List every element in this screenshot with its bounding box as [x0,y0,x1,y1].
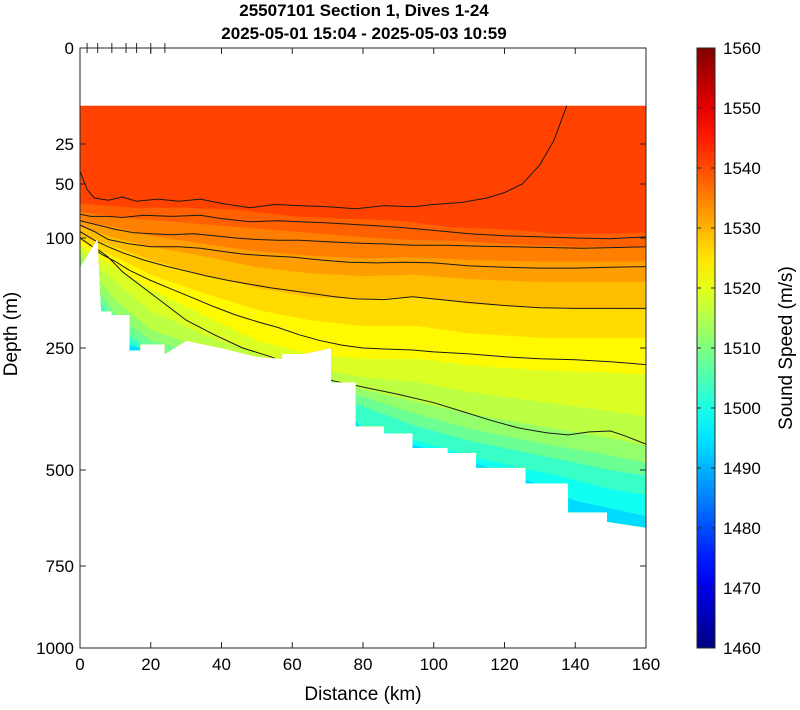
x-tick-label-20: 20 [141,655,160,674]
colorbar-tick-label-1500: 1500 [723,399,761,418]
y-axis-ticks: 0 25 50 100 250 500 750 1000 [36,39,646,658]
x-tick-label-0: 0 [75,655,84,674]
colorbar-tick-label-1550: 1550 [723,99,761,118]
colorbar-tick-label-1490: 1490 [723,459,761,478]
y-tick-label-500: 500 [46,461,74,480]
colorbar-gradient [697,48,715,648]
x-tick-label-120: 120 [490,655,518,674]
y-tick-label-0: 0 [65,39,74,58]
x-tick-label-40: 40 [212,655,231,674]
contour-line-0 [80,105,569,210]
colorbar-tick-label-1530: 1530 [723,219,761,238]
contour-line-3 [80,224,646,269]
colorbar-tick-label-1540: 1540 [723,159,761,178]
colorbar-tick-label-1460: 1460 [723,639,761,658]
colorbar-frame [696,47,716,649]
y-tick-label-750: 750 [46,557,74,576]
colorbar-label: Sound Speed (m/s) [776,266,797,430]
colorbar-tick-label-1510: 1510 [723,339,761,358]
y-tick-label-50: 50 [55,175,74,194]
x-axis-label: Distance (km) [304,684,421,705]
y-tick-label-1000: 1000 [36,639,74,658]
chart-title: 25507101 Section 1, Dives 1-24 [239,1,489,20]
y-tick-label-100: 100 [46,229,74,248]
x-tick-label-100: 100 [420,655,448,674]
colorbar-ticks: 1460 1470 1480 1490 1500 1510 1520 1530 1540 1550… [697,39,761,658]
x-axis-ticks: 0 20 40 60 80 100 120 140 160 [75,48,660,674]
contour-line-4 [80,231,646,309]
chart-subtitle: 2025-05-01 15:04 - 2025-05-03 10:59 [221,24,506,43]
x-tick-label-160: 160 [632,655,660,674]
colorbar-tick-label-1560: 1560 [723,39,761,58]
x-tick-label-60: 60 [283,655,302,674]
colorbar-tick-label-1480: 1480 [723,519,761,538]
colorbar-tick-label-1470: 1470 [723,579,761,598]
y-axis-label: Depth (m) [1,292,22,376]
contour-line-1 [80,213,646,240]
contour-line-2 [80,220,646,249]
y-tick-label-250: 250 [46,339,74,358]
x-tick-label-140: 140 [561,655,589,674]
y-tick-label-25: 25 [55,135,74,154]
x-tick-label-80: 80 [354,655,373,674]
contour-line-5 [80,237,646,366]
colorbar-tick-label-1520: 1520 [723,279,761,298]
colorbar: 1460 1470 1480 1490 1500 1510 1520 1530 1540 1550… [696,39,797,658]
